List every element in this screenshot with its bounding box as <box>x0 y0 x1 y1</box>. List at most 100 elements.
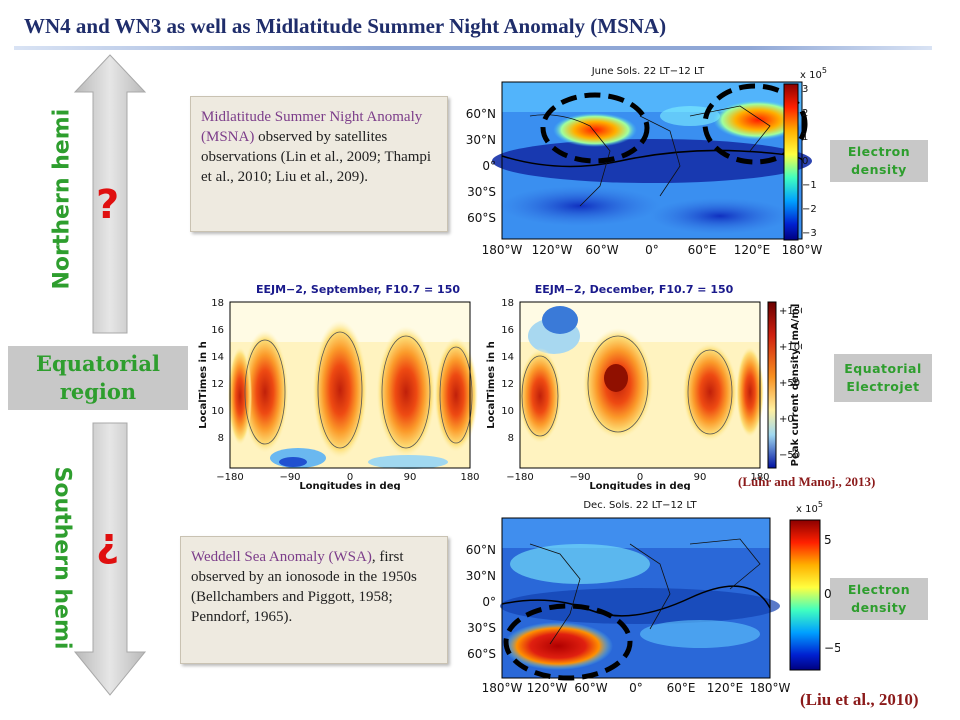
eejm-dec-title: EEJM−2, December, F10.7 = 150 <box>535 283 734 296</box>
sep-ylabel: LocalTimes in h <box>198 341 209 428</box>
eejm-december-plot: EEJM−2, December, F10.7 = 150 18 16 14 1… <box>486 283 802 490</box>
dec-lat-4: 60°S <box>467 647 496 661</box>
eejm-sep-title: EEJM−2, September, F10.7 = 150 <box>256 283 460 296</box>
sep-xlabel: Longitudes in deg <box>299 481 400 490</box>
dec-lat-0: 60°N <box>466 543 496 557</box>
dec-cb-tick-1: 0 <box>824 587 832 601</box>
sep-ytick-4: 10 <box>211 406 224 417</box>
dec-xtick-2: 0 <box>637 472 643 483</box>
dec-xlabel: Longitudes in deg <box>589 481 690 490</box>
dec-lat-3: 30°S <box>467 621 496 635</box>
june-cb-tick-0: 3 <box>802 84 808 95</box>
wsa-description: Weddell Sea Anomaly (WSA), first observe… <box>180 536 448 664</box>
msna-description: Midlatitude Summer Night Anomaly (MSNA) … <box>190 96 448 232</box>
dec-lat-2: 0° <box>482 595 496 609</box>
sep-ytick-1: 16 <box>211 325 224 336</box>
june-electron-density-map: June Sols. 22 LT−12 LT 60°N 30°N 0° 30°S… <box>466 66 827 256</box>
june-lon-3: 0° <box>645 243 659 256</box>
electron-density-tag-top: Electron density <box>830 140 928 182</box>
dec-cb-unit: x 105 <box>796 500 823 515</box>
dec-cb-tick-0: 5 <box>824 533 832 547</box>
dec-lon-6: 180°W <box>750 681 791 695</box>
june-lon-1: 120°W <box>532 243 573 256</box>
eejm-cb-tick-1: +100 <box>779 342 802 353</box>
dec-lon-3: 0° <box>629 681 643 695</box>
north-question-mark: ? <box>96 182 120 228</box>
eejm-colorbar <box>767 301 777 469</box>
june-cb-tick-5: −2 <box>802 204 817 215</box>
wsa-highlight: Weddell Sea Anomaly (WSA) <box>191 549 372 565</box>
dec-map-title: Dec. Sols. 22 LT−12 LT <box>583 500 697 511</box>
sep-xtick-4: 180 <box>460 472 479 483</box>
eejm-cb-tick-0: +150 <box>779 306 802 317</box>
june-lon-6: 180°W <box>782 243 823 256</box>
june-colorbar <box>783 83 799 241</box>
dec-colorbar <box>789 519 821 671</box>
eejm-cb-tick-2: +50 <box>779 378 800 389</box>
june-lon-5: 120°E <box>734 243 771 256</box>
dec-ylabel: LocalTimes in h <box>486 341 497 428</box>
southern-hemi-label: Southern hemi <box>49 466 75 650</box>
dec-xtick-0: −180 <box>506 472 533 483</box>
north-arrow <box>73 54 147 334</box>
equatorial-region-box: Equatorial region <box>8 346 188 410</box>
msna-text: observed by satellites observations (Lin… <box>201 129 432 185</box>
june-cb-tick-6: −3 <box>802 228 817 239</box>
sep-ytick-2: 14 <box>211 352 224 363</box>
june-lon-2: 60°W <box>585 243 618 256</box>
dec-xtick-3: 90 <box>694 472 707 483</box>
hemisphere-arrows <box>73 54 147 696</box>
sep-ytick-3: 12 <box>211 379 224 390</box>
wsa-text: , first observed by an ionosode in the 1… <box>191 549 417 625</box>
june-cb-tick-2: 1 <box>802 132 808 143</box>
liu-reference: (Liu et al., 2010) <box>800 690 919 709</box>
eejm-september-plot: EEJM−2, September, F10.7 = 150 18 16 14 … <box>198 283 480 490</box>
june-cb-unit: x 105 <box>800 66 827 81</box>
dec-lon-4: 60°E <box>667 681 696 695</box>
june-lat-0: 60°N <box>466 107 496 121</box>
sep-xtick-2: 0 <box>347 472 353 483</box>
luhr-reference: (Lühr and Manoj., 2013) <box>738 474 876 489</box>
sep-ytick-0: 18 <box>211 298 224 309</box>
june-cb-tick-1: 2 <box>802 108 808 119</box>
june-lat-1: 30°N <box>466 133 496 147</box>
northern-hemi-label: Northern hemi <box>49 108 75 290</box>
june-lon-4: 60°E <box>688 243 717 256</box>
dec-lon-5: 120°E <box>707 681 744 695</box>
dec-cb-tick-2: −5 <box>824 641 840 655</box>
sep-xtick-3: 90 <box>404 472 417 483</box>
dec-ytick-0: 18 <box>501 298 514 309</box>
dec-ytick-3: 12 <box>501 379 514 390</box>
electron-density-tag-bottom: Electron density <box>830 578 928 620</box>
south-question-mark: ¿ <box>96 520 120 566</box>
south-arrow <box>73 422 147 696</box>
june-lat-2: 0° <box>482 159 496 173</box>
june-lon-0: 180°W <box>482 243 523 256</box>
dec-lon-2: 60°W <box>574 681 607 695</box>
equatorial-electrojet-tag: Equatorial Electrojet <box>834 354 932 402</box>
dec-ytick-1: 16 <box>501 325 514 336</box>
june-lat-4: 60°S <box>467 211 496 225</box>
sep-xtick-1: −90 <box>279 472 300 483</box>
eejm-cb-tick-3: +0 <box>779 414 794 425</box>
june-cb-tick-3: 0 <box>802 156 808 167</box>
dec-xtick-4: 180 <box>750 472 769 483</box>
sep-xtick-0: −180 <box>216 472 243 483</box>
dec-ytick-2: 14 <box>501 352 514 363</box>
dec-lon-0: 180°W <box>482 681 523 695</box>
dec-ytick-4: 10 <box>501 406 514 417</box>
june-lat-3: 30°S <box>467 185 496 199</box>
dec-lon-1: 120°W <box>527 681 568 695</box>
eejm-cb-tick-4: −50 <box>779 450 800 461</box>
msna-highlight: Midlatitude Summer Night Anomaly (MSNA) <box>201 109 423 145</box>
slide-title: WN4 and WN3 as well as Midlatitude Summe… <box>24 14 667 38</box>
december-electron-density-map: Dec. Sols. 22 LT−12 LT 60°N 30°N 0° 30°S… <box>466 500 840 695</box>
dec-lat-1: 30°N <box>466 569 496 583</box>
eejm-cb-label: Peak current density [mA/m] <box>790 304 801 467</box>
june-cb-tick-4: −1 <box>802 180 817 191</box>
dec-xtick-1: −90 <box>569 472 590 483</box>
june-map-title: June Sols. 22 LT−12 LT <box>591 66 705 77</box>
title-underline <box>14 46 932 50</box>
sep-ytick-5: 8 <box>218 433 224 444</box>
dec-ytick-5: 8 <box>508 433 514 444</box>
